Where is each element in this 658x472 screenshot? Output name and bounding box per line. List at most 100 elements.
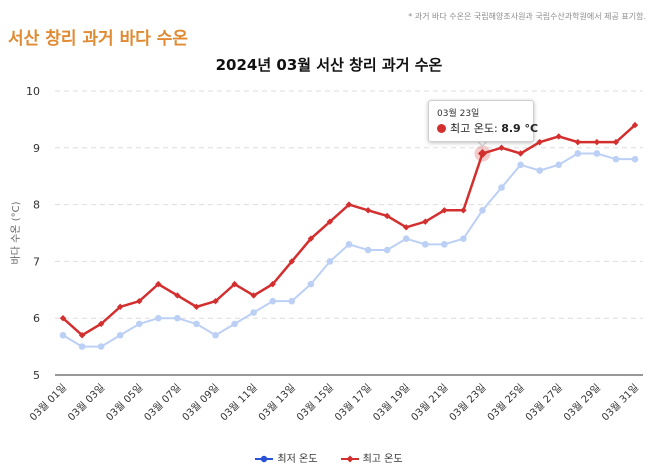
data-point-max[interactable]: [555, 133, 562, 140]
legend-max-swatch-icon: [340, 455, 359, 463]
data-point-max[interactable]: [136, 297, 143, 305]
data-point-min[interactable]: [288, 297, 296, 305]
data-point-max[interactable]: [364, 207, 372, 214]
data-point-max[interactable]: [383, 212, 391, 220]
data-point-min[interactable]: [574, 150, 582, 157]
data-point-max[interactable]: [269, 280, 276, 288]
data-point-min[interactable]: [517, 161, 524, 169]
legend-max-label: 최고 온도: [362, 454, 403, 465]
data-point-min[interactable]: [631, 155, 639, 163]
data-point-max[interactable]: [193, 303, 200, 311]
data-point-max[interactable]: [288, 258, 295, 265]
data-point-max[interactable]: [326, 218, 334, 225]
tooltip-value: 8.9 °C: [501, 122, 539, 135]
x-tick-label: 03월 15일: [294, 382, 336, 424]
data-point-max[interactable]: [174, 292, 181, 299]
data-point-min[interactable]: [402, 235, 410, 242]
data-point-max[interactable]: [403, 224, 410, 231]
data-point-min[interactable]: [612, 155, 620, 163]
data-point-min[interactable]: [364, 246, 372, 254]
data-point-max[interactable]: [212, 297, 219, 305]
source-note: * 과거 바다 수온은 국립해양조사원과 국립수산과학원에서 제공 표기함.: [408, 12, 646, 21]
x-tick-label: 03월 19일: [371, 382, 413, 424]
data-point-min[interactable]: [555, 161, 563, 169]
data-point-min[interactable]: [536, 167, 543, 174]
x-tick-label: 03월 25일: [485, 382, 527, 424]
data-point-max[interactable]: [78, 332, 86, 339]
data-point-max[interactable]: [574, 138, 581, 146]
data-point-max[interactable]: [97, 320, 105, 328]
data-point-min[interactable]: [460, 235, 467, 242]
y-tick-label: 6: [33, 312, 40, 325]
gridlines: [55, 90, 643, 319]
y-tick-label: 8: [33, 199, 40, 212]
chart-title: 2024년 03월 서산 창리 과거 수온: [215, 56, 443, 74]
data-point-min[interactable]: [498, 184, 505, 191]
data-point-min[interactable]: [155, 314, 162, 322]
y-tick-label: 9: [33, 142, 40, 155]
series-line-min: [62, 152, 635, 348]
tooltip-date: 03월 23일: [437, 109, 480, 119]
tooltip-row: 최고 온도: 8.9 °C: [437, 120, 538, 136]
data-point-min[interactable]: [78, 343, 86, 350]
data-point-min[interactable]: [212, 331, 219, 339]
data-point-min[interactable]: [383, 246, 391, 254]
data-point-min[interactable]: [479, 206, 486, 214]
data-point-max[interactable]: [441, 207, 448, 214]
data-point-min[interactable]: [345, 241, 353, 248]
data-point-min[interactable]: [250, 309, 257, 316]
legend-item-max[interactable]: 최고 온도: [340, 450, 403, 465]
data-point-max[interactable]: [536, 138, 543, 146]
data-point-min[interactable]: [174, 314, 181, 322]
data-point-min[interactable]: [135, 320, 143, 328]
tooltip-label: 최고 온도:: [450, 122, 502, 135]
x-tick-label: 03월 27일: [523, 382, 565, 424]
data-point-max[interactable]: [117, 303, 124, 311]
x-tick-label: 03월 29일: [561, 382, 603, 424]
data-point-min[interactable]: [326, 258, 334, 265]
data-point-max[interactable]: [612, 138, 620, 146]
data-point-min[interactable]: [116, 331, 124, 339]
y-axis-ticks: 5 6 7 8 9 10: [26, 85, 40, 382]
data-point-max[interactable]: [345, 201, 353, 208]
legend: 최저 온도 최고 온도: [0, 450, 658, 465]
data-point-max[interactable]: [231, 280, 238, 288]
x-tick-label: 03월 05일: [104, 382, 146, 424]
x-tick-label: 03월 11일: [218, 382, 260, 424]
data-point-max[interactable]: [498, 144, 505, 151]
x-tick-label: 03월 17일: [332, 382, 374, 424]
x-tick-label: 03월 13일: [256, 382, 298, 424]
data-point-max[interactable]: [460, 207, 467, 214]
data-point-max[interactable]: [517, 150, 524, 157]
data-point-min[interactable]: [97, 343, 105, 350]
x-tick-label: 03월 01일: [27, 382, 69, 424]
data-point-max[interactable]: [477, 148, 487, 158]
x-tick-label: 03월 23일: [447, 382, 489, 424]
data-point-min[interactable]: [231, 320, 238, 328]
legend-item-min[interactable]: 최저 온도: [255, 450, 317, 465]
data-point-max[interactable]: [59, 315, 67, 322]
data-point-min[interactable]: [193, 320, 200, 328]
data-point-max[interactable]: [593, 138, 601, 146]
tooltip: 03월 23일 최고 온도: 8.9 °C: [428, 100, 538, 142]
data-point-max[interactable]: [155, 280, 162, 288]
x-tick-label: 03월 07일: [142, 382, 184, 424]
legend-min-swatch-icon: [255, 455, 274, 463]
tooltip-series-dot: [437, 124, 446, 133]
data-point-min[interactable]: [269, 297, 277, 305]
data-point-min[interactable]: [59, 331, 67, 339]
y-tick-label: 7: [33, 255, 40, 268]
y-tick-label: 5: [33, 369, 40, 382]
series-layer: [59, 121, 639, 350]
data-point-max[interactable]: [631, 121, 639, 129]
data-point-max[interactable]: [307, 235, 315, 242]
data-point-min[interactable]: [441, 241, 448, 248]
data-point-min[interactable]: [593, 150, 601, 157]
data-point-max[interactable]: [250, 292, 257, 299]
data-point-min[interactable]: [421, 241, 429, 248]
data-point-min[interactable]: [307, 280, 315, 288]
data-point-max[interactable]: [422, 218, 429, 225]
x-tick-label: 03월 09일: [180, 382, 222, 424]
series-line-max: [62, 124, 636, 337]
